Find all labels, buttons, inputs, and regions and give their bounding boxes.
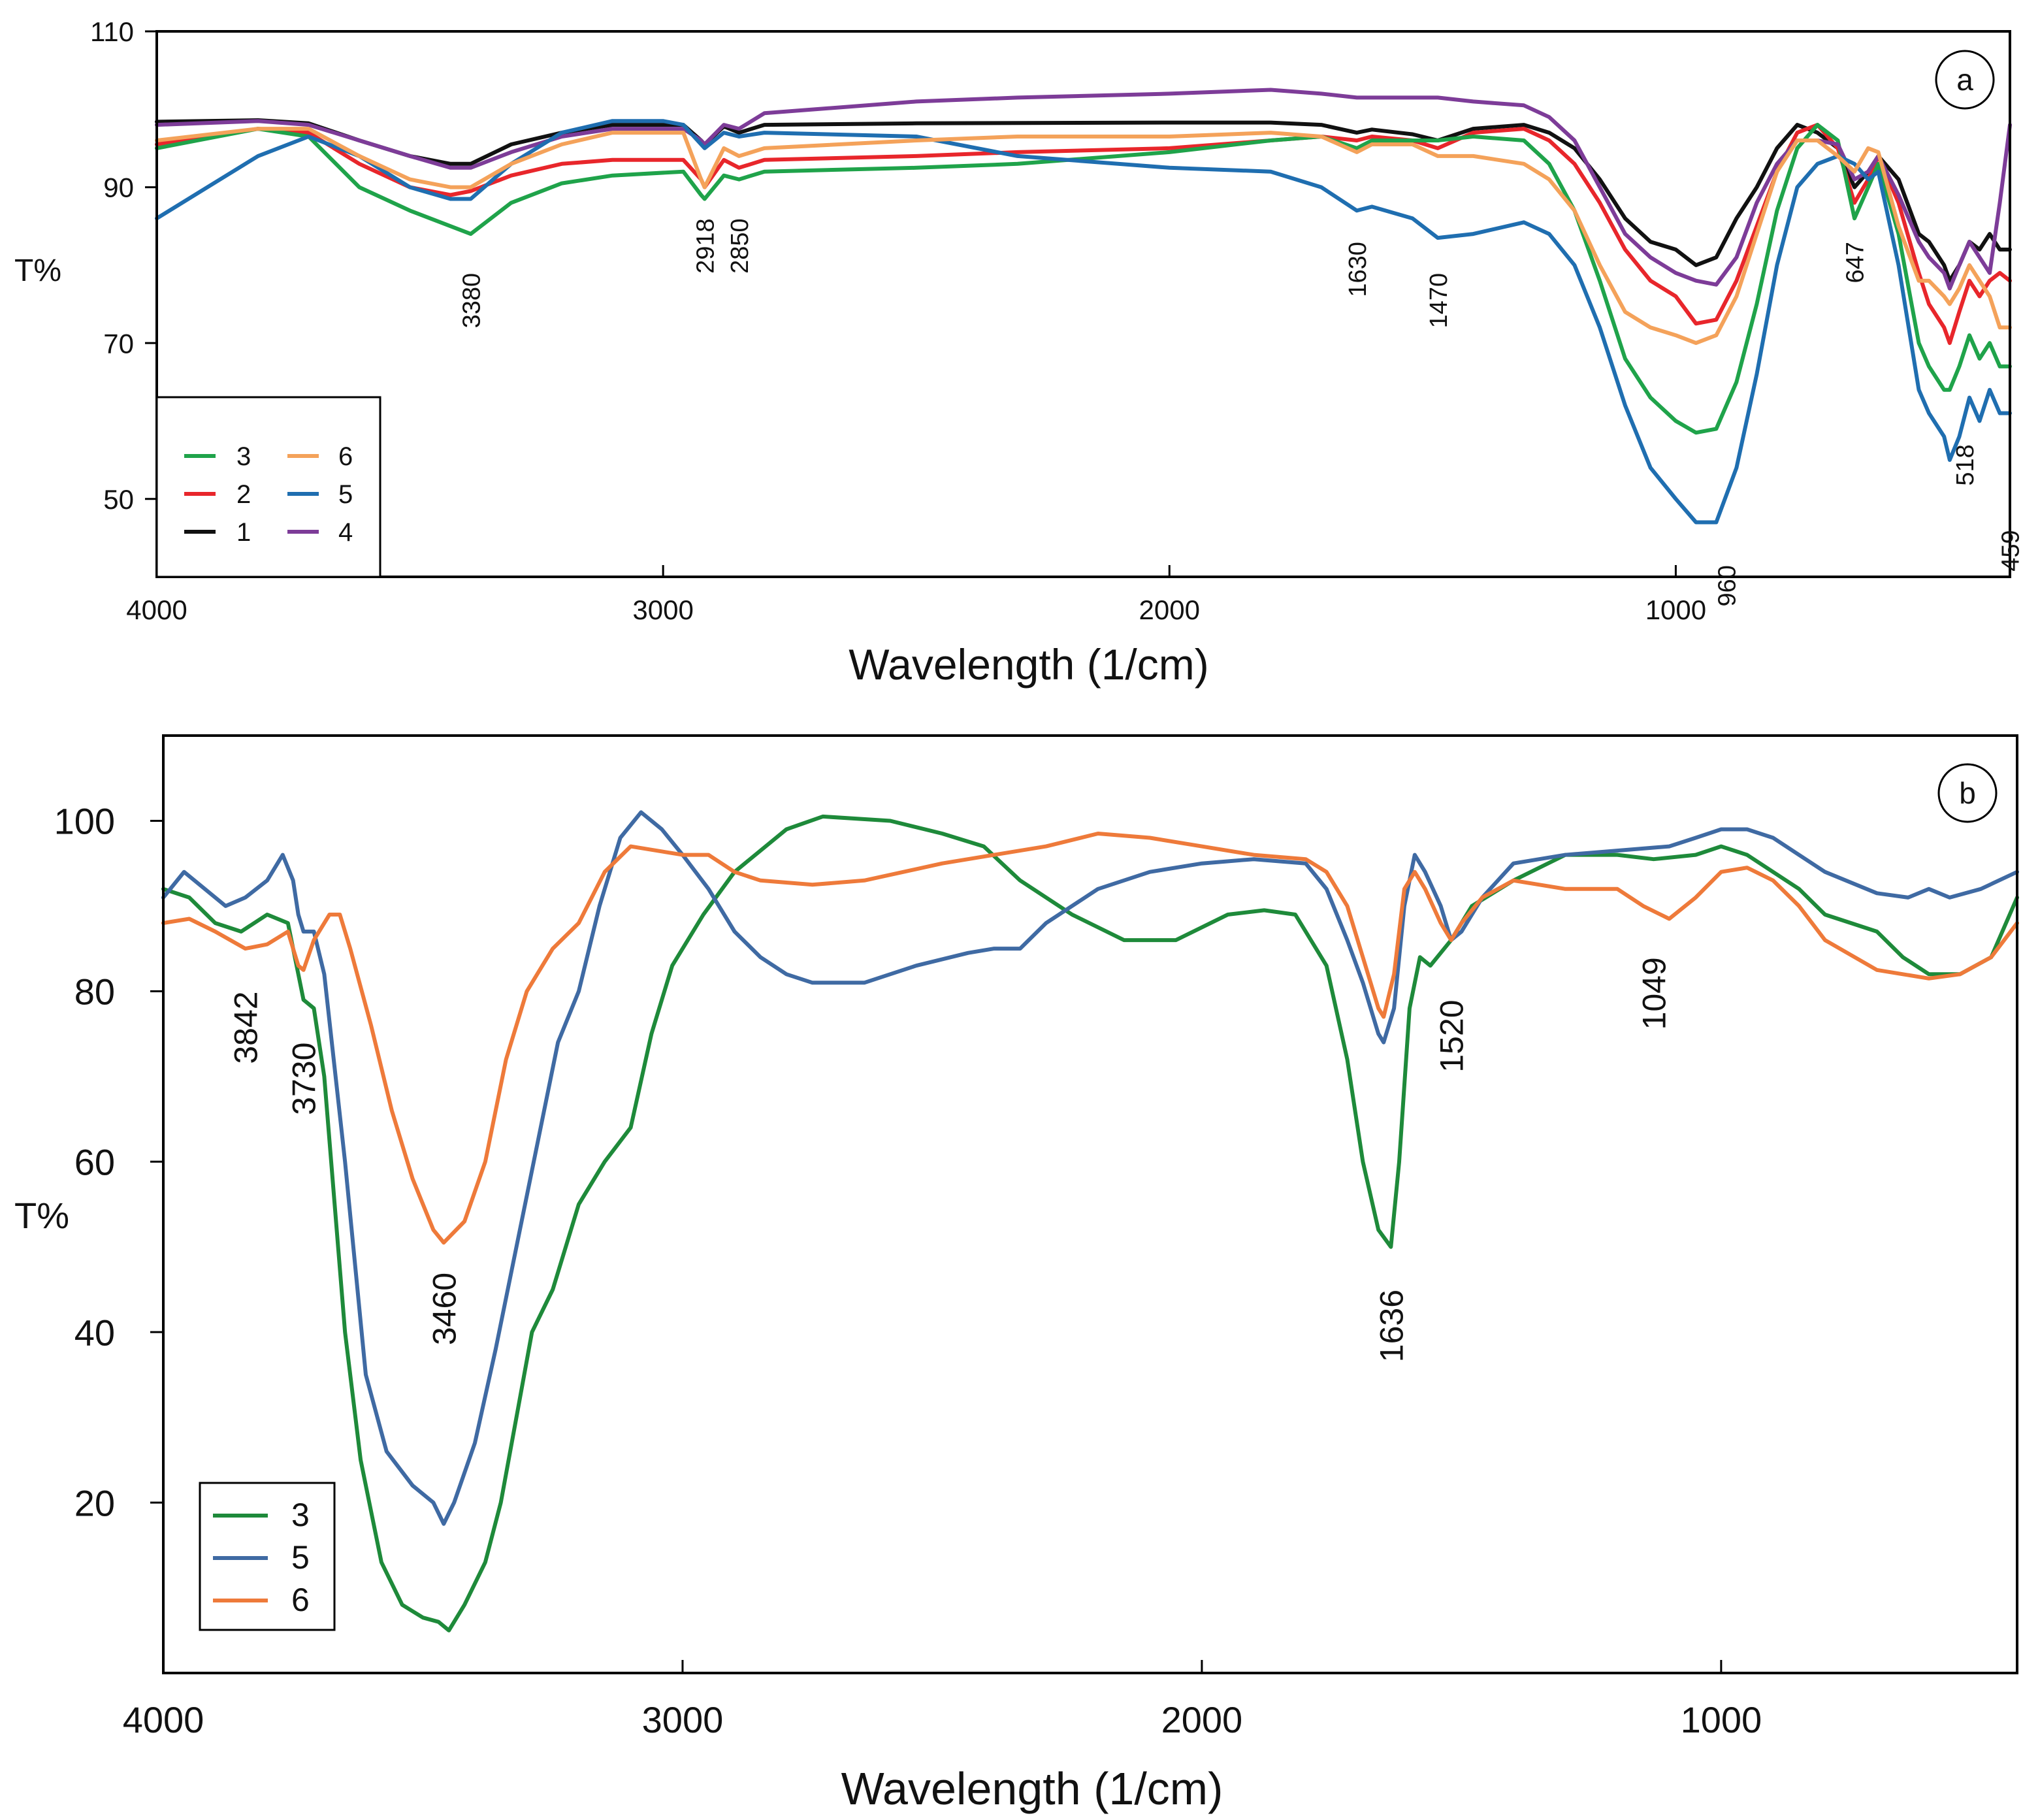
panel-b-series-group [161, 810, 2019, 1633]
panel-b-legend-label-5: 5 [291, 1539, 310, 1576]
panel-a-xlabel: Wavelength (1/cm) [849, 640, 1208, 689]
panel-a-ytick-label-50: 50 [103, 484, 134, 515]
panel-b-xtick-label-4000: 4000 [123, 1699, 204, 1740]
panel-b-peak-label-1049: 1049 [1636, 957, 1673, 1030]
panel-a-series-6 [155, 127, 2012, 346]
panel-a-legend-box [155, 396, 381, 578]
panel-a-xtick-label-4000: 4000 [126, 594, 187, 625]
panel-b-legend-label-3: 3 [291, 1497, 310, 1533]
panel-a-peak-label-518: 518 [1952, 444, 1979, 485]
panel-b-annotations: 3842 3730 3460 1636 1520 1049 [228, 957, 1673, 1362]
panel-a-peak-label-3380: 3380 [458, 273, 485, 329]
panel-b-ytick-label-100: 100 [54, 801, 115, 842]
panel-a-ytick-label-70: 70 [103, 328, 134, 359]
panel-a-ylabel: T% [14, 253, 61, 288]
panel-b-ytick-label-60: 60 [74, 1141, 115, 1182]
panel-a-peak-label-2850: 2850 [726, 218, 754, 274]
panel-a-ytick-label-110: 110 [90, 16, 134, 47]
panel-a-peak-label-2918: 2918 [692, 218, 719, 274]
panel-b-ticks: 4000 3000 2000 1000 100 80 60 40 20 [54, 801, 1762, 1740]
panel-b-xtick-label-1000: 1000 [1681, 1699, 1762, 1740]
panel-a-series-2 [155, 123, 2012, 346]
panel-a-ticks: 4000 3000 2000 1000 110 90 70 50 [90, 16, 1706, 625]
panel-b-legend-label-6: 6 [291, 1582, 310, 1618]
panel-b-xtick-label-3000: 3000 [642, 1699, 724, 1740]
panel-b-xlabel: Wavelength (1/cm) [841, 1763, 1223, 1814]
panel-b-ytick-label-80: 80 [74, 971, 115, 1013]
panel-b-label-circle [1937, 763, 1998, 823]
panel-b-ytick-label-40: 40 [74, 1312, 115, 1353]
panel-a-series-1 [155, 118, 2012, 283]
panel-b-peak-label-3460: 3460 [426, 1273, 462, 1345]
panel-b-legend: 3 5 6 [199, 1482, 336, 1631]
panel-a-frame [155, 30, 2011, 578]
panel-a-xtick-label-2000: 2000 [1139, 594, 1200, 625]
panel-b-frame [162, 734, 2018, 1674]
panel-a-peak-label-1470: 1470 [1425, 273, 1453, 329]
panel-b: 4000 3000 2000 1000 100 80 60 40 20 3842 3730 3460… [14, 734, 2019, 1814]
panel-a-legend: 3 2 1 6 5 4 [155, 396, 381, 578]
panel-b-series-5 [161, 810, 2019, 1526]
panel-a-series-5 [155, 119, 2012, 525]
panel-a-legend-label-2: 2 [236, 480, 251, 509]
panel-b-peak-label-1520: 1520 [1434, 999, 1470, 1072]
panel-b-series-6 [161, 832, 2019, 1245]
panel-a-peak-label-960: 960 [1714, 565, 1741, 606]
panel-a-series-4 [155, 88, 2012, 291]
panel-a-label-circle [1935, 50, 1995, 110]
panel-a-peak-label-459: 459 [1998, 530, 2023, 571]
panel-a-xtick-label-1000: 1000 [1645, 594, 1706, 625]
panel-a-label: a [1956, 63, 1973, 97]
panel-a-legend-label-5: 5 [338, 480, 353, 509]
panel-b-ylabel: T% [14, 1195, 69, 1236]
panel-a-ytick-label-90: 90 [103, 172, 134, 203]
panel-a-xtick-label-3000: 3000 [632, 594, 693, 625]
panel-a-peak-label-647: 647 [1842, 242, 1869, 283]
panel-b-peak-label-3842: 3842 [228, 991, 265, 1064]
panel-b-ytick-label-20: 20 [74, 1482, 115, 1523]
panel-b-series-3 [161, 814, 2019, 1633]
panel-b-label: b [1959, 776, 1976, 810]
panel-a-series-3 [155, 123, 2012, 435]
panel-b-xtick-label-2000: 2000 [1161, 1699, 1243, 1740]
panel-a-legend-label-1: 1 [236, 518, 251, 547]
panel-a-annotations: 3380 2918 2850 1630 1470 960 647 518 459 [458, 218, 2023, 606]
panel-a-peak-label-1630: 1630 [1344, 242, 1372, 297]
panel-a-legend-label-3: 3 [236, 442, 251, 471]
panel-b-peak-label-1636: 1636 [1373, 1290, 1410, 1362]
panel-a-series-group [155, 88, 2012, 525]
panel-a-legend-label-4: 4 [338, 518, 353, 547]
panel-a-legend-label-6: 6 [338, 442, 353, 471]
panel-b-peak-label-3730: 3730 [286, 1043, 323, 1115]
